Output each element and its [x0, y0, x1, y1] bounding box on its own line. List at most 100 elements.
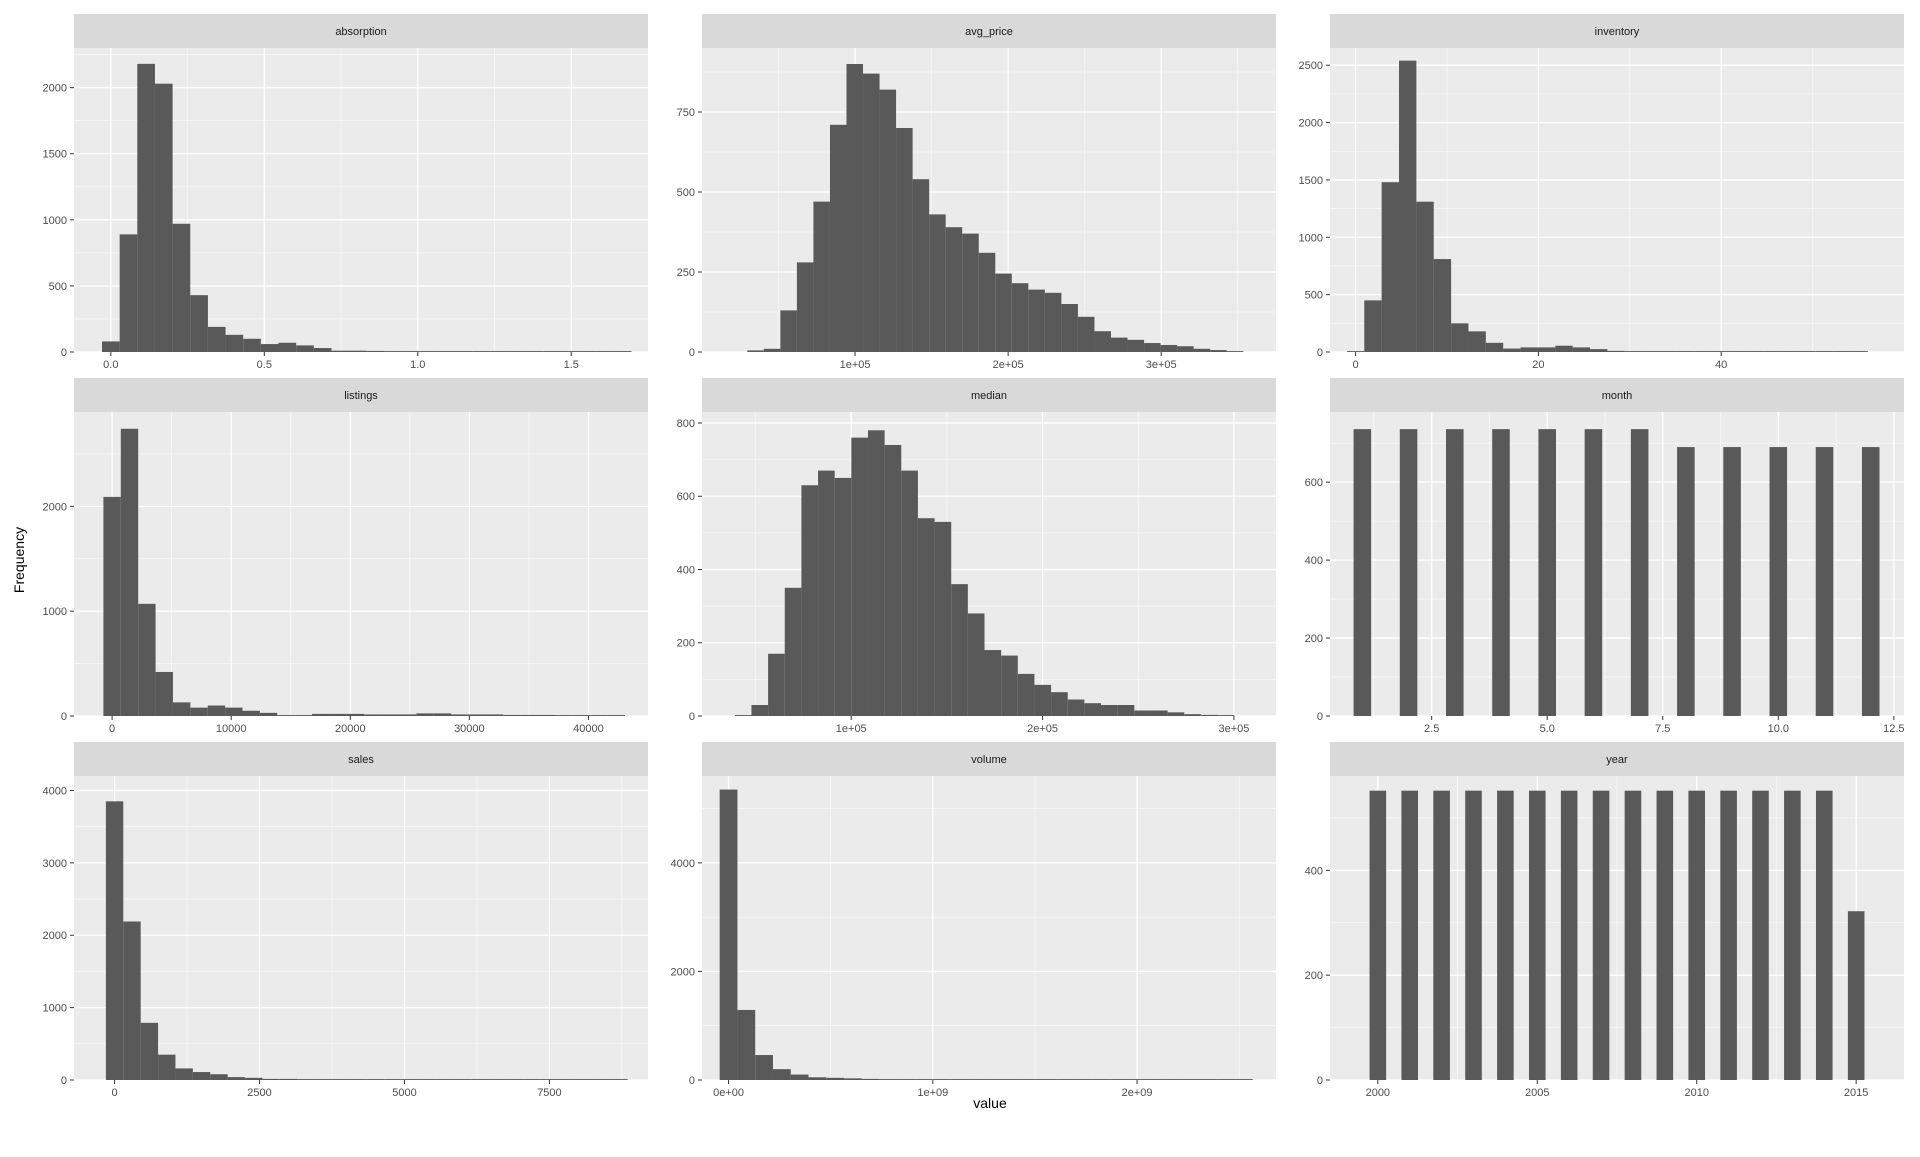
y-tick-label: 0 [689, 347, 695, 359]
x-tick-label: 2010 [1684, 1087, 1708, 1099]
x-tick-label: 3e+05 [1218, 723, 1249, 735]
histogram-bar [1017, 673, 1035, 716]
histogram-bar [968, 1079, 987, 1080]
histogram-bar [1711, 351, 1729, 352]
histogram-bar [1815, 351, 1834, 352]
histogram-bar [1451, 323, 1469, 352]
histogram-bar [1492, 429, 1510, 716]
histogram-bar [1177, 346, 1194, 352]
x-tick-label: 7500 [537, 1087, 561, 1099]
histogram-bar [1624, 351, 1643, 352]
x-tick-label: 10.0 [1768, 723, 1789, 735]
facet-strip [702, 14, 1276, 48]
histogram-bar [1028, 289, 1045, 352]
x-tick-label: 1.0 [410, 359, 425, 371]
histogram-bar [1217, 1079, 1236, 1080]
x-tick-label: 12.5 [1883, 723, 1904, 735]
y-tick-label: 0 [61, 711, 67, 723]
histogram-bar [801, 485, 819, 716]
facet-strip [1330, 742, 1904, 776]
histogram-bar [1163, 1079, 1182, 1080]
histogram-bar [897, 1079, 916, 1080]
histogram-bar [884, 444, 902, 716]
histogram-bar [1433, 259, 1452, 352]
y-tick-label: 2000 [671, 966, 695, 978]
histogram-bar [1416, 201, 1434, 352]
facet-strip-label: sales [348, 754, 374, 766]
histogram-bar [137, 63, 155, 352]
histogram-bar [929, 214, 946, 352]
histogram-bar [329, 713, 347, 716]
x-tick-label: 2005 [1525, 1087, 1549, 1099]
y-tick-label: 0 [689, 711, 695, 723]
histogram-bar [826, 1077, 845, 1080]
histogram-bar [851, 437, 868, 716]
histogram-bar [210, 1074, 228, 1080]
histogram-bar [755, 1055, 773, 1080]
histogram-bar [572, 715, 591, 716]
histogram-bar [945, 227, 963, 352]
histogram-bar [967, 613, 985, 716]
panel-background [74, 412, 648, 716]
histogram-bar [312, 713, 330, 716]
histogram-bar [401, 1079, 419, 1080]
histogram-bar [227, 1077, 246, 1080]
histogram-bar [538, 714, 556, 716]
histogram-bar [158, 1054, 176, 1080]
histogram-bar [225, 707, 243, 716]
y-tick-label: 1500 [43, 149, 67, 161]
histogram-bar [279, 1078, 298, 1080]
y-tick-label: 0 [61, 1075, 67, 1087]
x-tick-label: 20 [1532, 359, 1544, 371]
histogram-bar [796, 262, 814, 352]
histogram-bar [419, 351, 438, 352]
histogram-bar [155, 671, 173, 716]
histogram-bar [1210, 350, 1227, 352]
histogram-bar [844, 1078, 862, 1080]
histogram-bar [366, 350, 385, 352]
histogram-bar [172, 702, 191, 716]
histogram-bar [123, 921, 141, 1080]
histogram-bar [719, 789, 738, 1080]
histogram-bar [951, 584, 968, 716]
x-tick-label: 10000 [216, 723, 247, 735]
histogram-bar [763, 348, 781, 352]
facet-strip [74, 742, 648, 776]
histogram-bar [349, 1079, 367, 1080]
x-tick-label: 1e+09 [917, 1087, 948, 1099]
histogram-bar [207, 705, 226, 716]
histogram-bar [1590, 349, 1608, 352]
histogram-bar [402, 351, 420, 352]
x-tick-label: 2500 [247, 1087, 271, 1099]
histogram-bar [520, 714, 539, 716]
histogram-bar [1127, 339, 1145, 352]
facet-panel-avg_price: avg_price 0 250 500 750 1e+05 2e+05 3e+05 [677, 14, 1276, 371]
histogram-bar [1537, 347, 1556, 352]
histogram-bar [297, 1079, 315, 1080]
x-tick-label: 2.5 [1424, 723, 1439, 735]
histogram-bar [1084, 703, 1102, 716]
histogram-bar [453, 1079, 472, 1080]
histogram-bar [451, 714, 469, 716]
histogram-bar [1798, 351, 1816, 352]
histogram-bar [829, 124, 847, 352]
histogram-bar [398, 714, 417, 716]
facet-strip [702, 742, 1276, 776]
histogram-bar [1694, 351, 1712, 352]
histogram-bar [1624, 790, 1642, 1080]
y-tick-label: 400 [1305, 555, 1323, 567]
histogram-bar [1781, 351, 1799, 352]
histogram-bar [192, 1072, 211, 1080]
histogram-bar [490, 351, 508, 352]
histogram-bar [607, 715, 626, 716]
y-tick-label: 200 [677, 638, 695, 650]
histogram-bar [978, 252, 996, 352]
histogram-bar [1659, 351, 1677, 352]
facet-panel-median: median 0 200 400 600 800 1e+05 2e+05 3e+05 [677, 378, 1276, 735]
x-tick-label: 20000 [335, 723, 366, 735]
histogram-bar [772, 1069, 791, 1080]
histogram-bar [863, 73, 880, 352]
histogram-bar [437, 351, 456, 352]
